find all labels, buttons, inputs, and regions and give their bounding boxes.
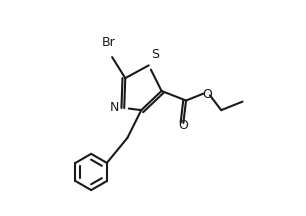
Text: S: S [151,48,159,61]
Text: O: O [178,119,188,132]
Text: Br: Br [101,36,115,49]
Text: O: O [203,88,212,101]
Text: N: N [110,102,119,114]
